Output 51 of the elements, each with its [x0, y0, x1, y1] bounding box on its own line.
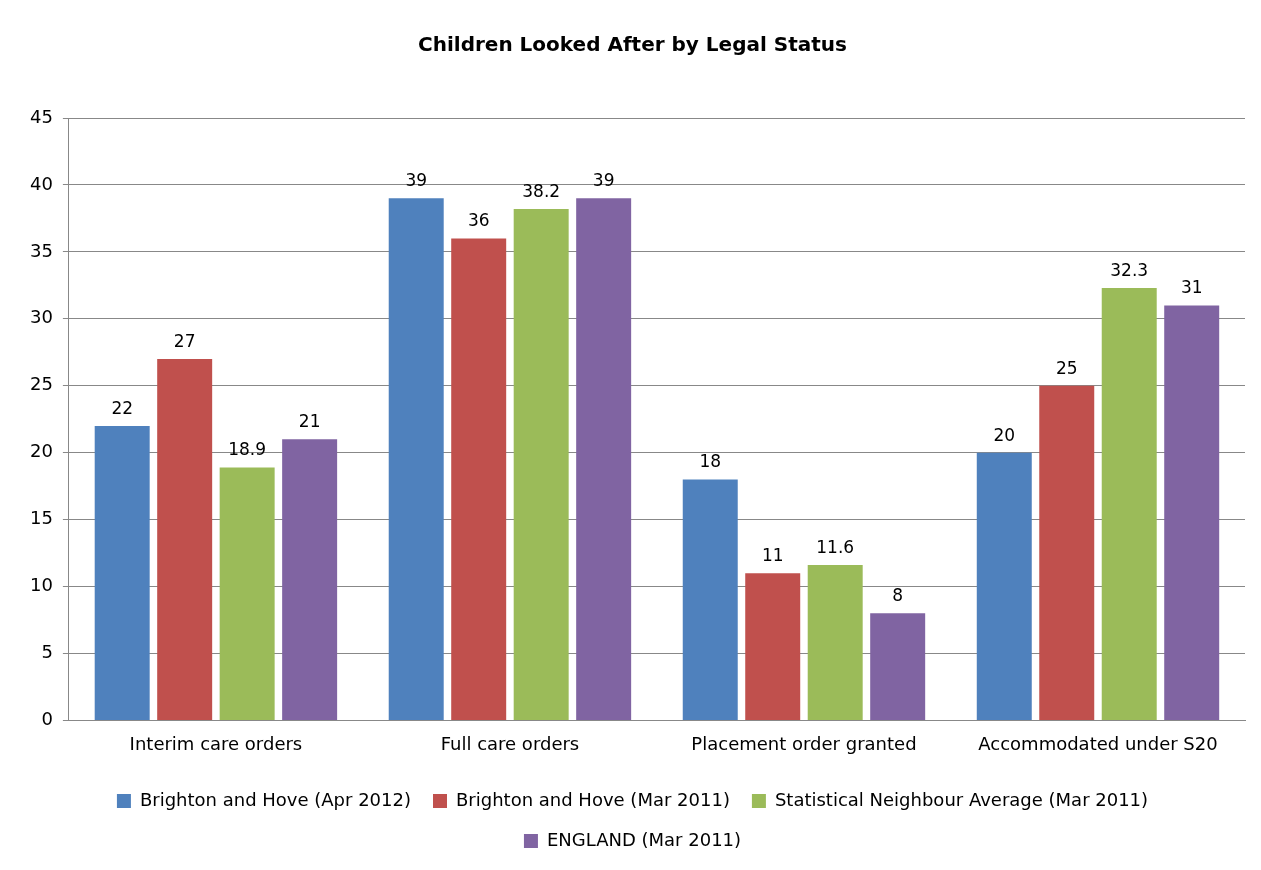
data-label: 8: [892, 585, 904, 606]
data-label: 11: [761, 545, 784, 566]
bar: [94, 425, 150, 720]
data-label: 27: [173, 330, 196, 351]
legend-label: Brighton and Hove (Apr 2012): [139, 788, 412, 810]
data-label: 36: [467, 210, 490, 231]
y-tick-label: 25: [30, 373, 53, 395]
data-label: 39: [592, 170, 615, 191]
bar: [576, 198, 632, 720]
data-label: 22: [111, 397, 134, 418]
y-tick-label: 10: [30, 574, 53, 596]
bar: [282, 439, 338, 720]
data-label: 31: [1180, 277, 1203, 298]
legend-label: Brighton and Hove (Mar 2011): [456, 788, 730, 810]
x-tick-label: Placement order granted: [691, 732, 917, 754]
data-label: 32.3: [1110, 259, 1149, 280]
x-tick-label: Accommodated under S20: [978, 732, 1218, 754]
bar: [388, 198, 444, 720]
y-tick-label: 45: [30, 105, 53, 127]
legend-label: Statistical Neighbour Average (Mar 2011): [774, 788, 1149, 810]
y-tick-label: 5: [41, 641, 53, 663]
bar: [1164, 305, 1220, 720]
data-label: 18: [699, 451, 722, 472]
bar: [451, 238, 507, 720]
y-tick-label: 15: [30, 507, 53, 529]
data-label: 11.6: [816, 537, 855, 558]
bar: [807, 565, 863, 720]
data-label: 39: [405, 170, 428, 191]
data-label: 20: [993, 424, 1016, 445]
data-label: 25: [1055, 357, 1078, 378]
bar: [745, 573, 801, 720]
bar: [1039, 385, 1095, 720]
data-label: 21: [298, 411, 321, 432]
y-tick-label: 20: [30, 440, 53, 462]
x-tick-label: Interim care orders: [129, 732, 303, 754]
bar: [219, 467, 275, 720]
legend-label: ENGLAND (Mar 2011): [546, 828, 742, 850]
chart-title: Children Looked After by Legal Status: [418, 32, 847, 57]
data-label: 18.9: [228, 439, 267, 460]
bar: [682, 479, 738, 720]
y-tick-label: 35: [30, 239, 53, 261]
bar: [870, 613, 926, 720]
data-label: 38.2: [522, 180, 561, 201]
y-tick-label: 0: [41, 708, 53, 730]
bar: [157, 358, 213, 720]
x-tick-label: Full care orders: [440, 732, 580, 754]
bar: [1101, 288, 1157, 720]
y-tick-label: 40: [30, 172, 53, 194]
bar: [513, 209, 569, 720]
y-tick-label: 30: [30, 306, 53, 328]
bar: [976, 452, 1032, 720]
